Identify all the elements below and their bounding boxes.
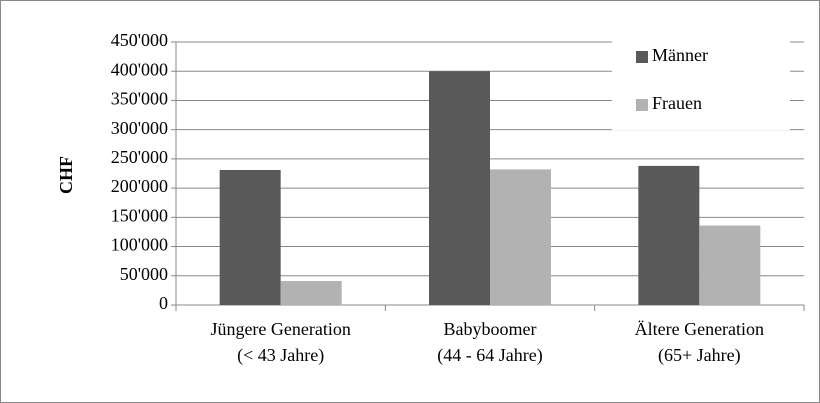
y-tick-label: 450'000 xyxy=(111,30,168,50)
y-tick-label: 400'000 xyxy=(111,59,168,79)
bar xyxy=(429,71,490,305)
y-tick-label: 300'000 xyxy=(111,118,168,138)
bar xyxy=(219,169,281,305)
bar xyxy=(490,169,551,305)
legend-swatch xyxy=(636,99,648,111)
bar xyxy=(638,165,700,305)
legend-label: Frauen xyxy=(652,93,702,113)
legend-swatch xyxy=(636,51,648,63)
y-tick-label: 100'000 xyxy=(111,235,168,255)
y-tick-label: 200'000 xyxy=(111,176,168,196)
x-tick-label: Ältere Generation (65+ Jahre) xyxy=(635,319,764,366)
x-tick-label: Jüngere Generation (< 43 Jahre) xyxy=(210,319,350,366)
y-axis-label: CHF xyxy=(56,156,76,194)
legend-label: Männer xyxy=(652,45,708,65)
x-tick-label: Babyboomer (44 - 64 Jahre) xyxy=(437,319,542,366)
bar xyxy=(699,225,761,305)
y-tick-label: 350'000 xyxy=(111,89,168,109)
y-tick-label: 0 xyxy=(159,293,168,313)
bar xyxy=(280,281,342,305)
y-tick-label: 250'000 xyxy=(111,147,168,167)
y-tick-label: 50'000 xyxy=(120,264,168,284)
y-tick-label: 150'000 xyxy=(111,205,168,225)
legend-box xyxy=(612,22,790,130)
